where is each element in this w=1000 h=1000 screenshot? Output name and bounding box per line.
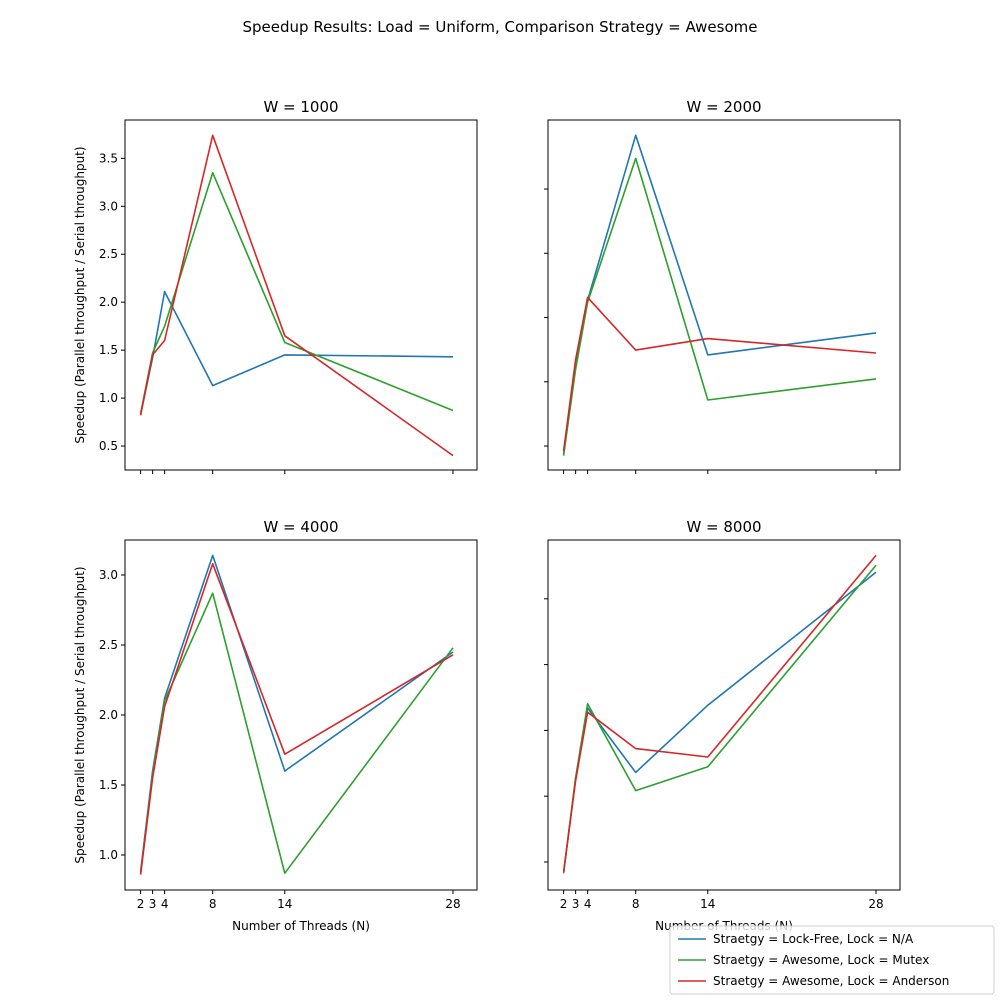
series-line-3 xyxy=(139,562,454,875)
x-tick-label: 4 xyxy=(584,897,592,911)
series-line-1 xyxy=(562,134,877,454)
subplot-title: W = 2000 xyxy=(686,98,761,116)
plot-frame xyxy=(124,119,478,471)
y-tick-label: 1.5 xyxy=(99,778,118,792)
y-tick-label: 3.0 xyxy=(99,568,118,582)
series-group xyxy=(562,134,877,456)
series-group xyxy=(139,134,454,457)
y-tick-label: 1.0 xyxy=(99,391,118,405)
subplot-2: W = 2000 xyxy=(544,98,901,474)
x-tick-label: 2 xyxy=(560,897,568,911)
x-tick-label: 28 xyxy=(445,897,460,911)
series-line-1 xyxy=(139,290,454,415)
x-tick-label: 14 xyxy=(277,897,292,911)
legend-label-1: Straetgy = Lock-Free, Lock = N/A xyxy=(713,932,914,946)
plot-frame xyxy=(124,539,478,891)
x-tick-label: 14 xyxy=(700,897,715,911)
subplot-grid: W = 1000 0.5 1.0 1.5 2.0 2.5 3.0 3.5 Speedup (Pa… xyxy=(73,98,901,933)
y-tick-label: 2.5 xyxy=(99,638,118,652)
plot-frame xyxy=(547,539,901,891)
subplot-4: W = 800023481428Number of Threads (N) xyxy=(544,518,901,933)
x-tick-label: 4 xyxy=(161,897,169,911)
series-line-2 xyxy=(139,171,454,414)
subplot-3: W = 4000 2 3 4 8 14 28 1.0 1.5 2.0 2.5 3.0 Number of… xyxy=(73,518,478,933)
y-tick-label: 3.5 xyxy=(99,151,118,165)
subplot-title: W = 4000 xyxy=(263,518,338,536)
series-group xyxy=(139,554,454,875)
series-line-2 xyxy=(139,592,454,875)
series-line-1 xyxy=(139,554,454,872)
series-line-3 xyxy=(139,134,454,457)
legend-box xyxy=(669,925,995,995)
legend-label-2: Straetgy = Awesome, Lock = Mutex xyxy=(713,953,929,967)
x-tick-label: 3 xyxy=(572,897,580,911)
y-tick-label: 2.5 xyxy=(99,247,118,261)
y-tick-label: 2.0 xyxy=(99,295,118,309)
y-tick-label: 3.0 xyxy=(99,199,118,213)
figure-title: Speedup Results: Load = Uniform, Compari… xyxy=(243,18,758,36)
y-axis-label: Speedup (Parallel throughput / Serial th… xyxy=(73,146,87,443)
subplot-title: W = 8000 xyxy=(686,518,761,536)
y-tick-label: 2.0 xyxy=(99,708,118,722)
series-line-2 xyxy=(562,157,877,456)
x-tick-label: 3 xyxy=(149,897,157,911)
subplot-title: W = 1000 xyxy=(263,98,338,116)
x-tick-label: 8 xyxy=(632,897,640,911)
legend: Straetgy = Lock-Free, Lock = N/A Straetgy… xyxy=(669,925,995,995)
x-tick-label: 28 xyxy=(868,897,883,911)
legend-label-3: Straetgy = Awesome, Lock = Anderson xyxy=(713,974,949,988)
x-tick-label: 8 xyxy=(209,897,217,911)
series-line-1 xyxy=(562,571,877,874)
plot-frame xyxy=(547,119,901,471)
x-tick-label: 2 xyxy=(137,897,145,911)
y-tick-label: 0.5 xyxy=(99,439,118,453)
series-line-3 xyxy=(562,554,877,872)
subplot-1: W = 1000 0.5 1.0 1.5 2.0 2.5 3.0 3.5 Speedup (Pa… xyxy=(73,98,478,474)
x-axis-label: Number of Threads (N) xyxy=(232,919,370,933)
series-group xyxy=(562,554,877,874)
y-axis-label: Speedup (Parallel throughput / Serial th… xyxy=(73,566,87,863)
y-tick-label: 1.5 xyxy=(99,343,118,357)
series-line-3 xyxy=(562,296,877,451)
y-tick-label: 1.0 xyxy=(99,848,118,862)
